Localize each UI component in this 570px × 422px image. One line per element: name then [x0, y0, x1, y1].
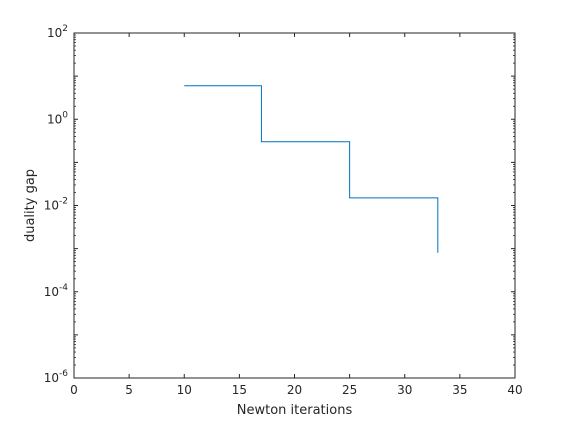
y-tick-base: 10 [47, 26, 62, 40]
x-tick-label: 5 [125, 383, 133, 397]
x-tick-label: 0 [70, 383, 78, 397]
x-tick-label: 35 [452, 383, 467, 397]
series-group [184, 85, 439, 253]
y-tick-label: 102 [47, 24, 68, 40]
x-tick-label: 15 [232, 383, 247, 397]
y-tick-label: 10-2 [44, 197, 68, 213]
y-tick-exponent: 2 [62, 24, 68, 34]
y-tick-base: 10 [44, 285, 59, 299]
y-tick-exponent: -2 [59, 197, 68, 207]
y-tick-base: 10 [47, 112, 62, 126]
x-tick-label: 10 [177, 383, 192, 397]
y-tick-exponent: -4 [59, 283, 68, 293]
plot-area [74, 33, 515, 378]
y-tick-exponent: 0 [62, 110, 68, 120]
x-tick-label: 25 [342, 383, 357, 397]
y-tick-exponent: -6 [59, 369, 68, 379]
y-axis-label: duality gap [23, 169, 38, 242]
series-line [184, 85, 439, 253]
y-tick-base: 10 [44, 199, 59, 213]
x-tick-label: 20 [287, 383, 302, 397]
x-tick-label: 40 [507, 383, 522, 397]
x-axis-label: Newton iterations [237, 403, 353, 418]
x-tick-label: 30 [397, 383, 412, 397]
y-tick-label: 10-4 [44, 283, 69, 299]
y-tick-base: 10 [44, 371, 59, 385]
axes-box [73, 32, 516, 379]
y-tick-label: 10-6 [44, 369, 69, 385]
x-tick-labels: 0 5 10 15 20 25 30 35 40 [70, 383, 522, 397]
y-tick-label: 100 [47, 110, 68, 126]
